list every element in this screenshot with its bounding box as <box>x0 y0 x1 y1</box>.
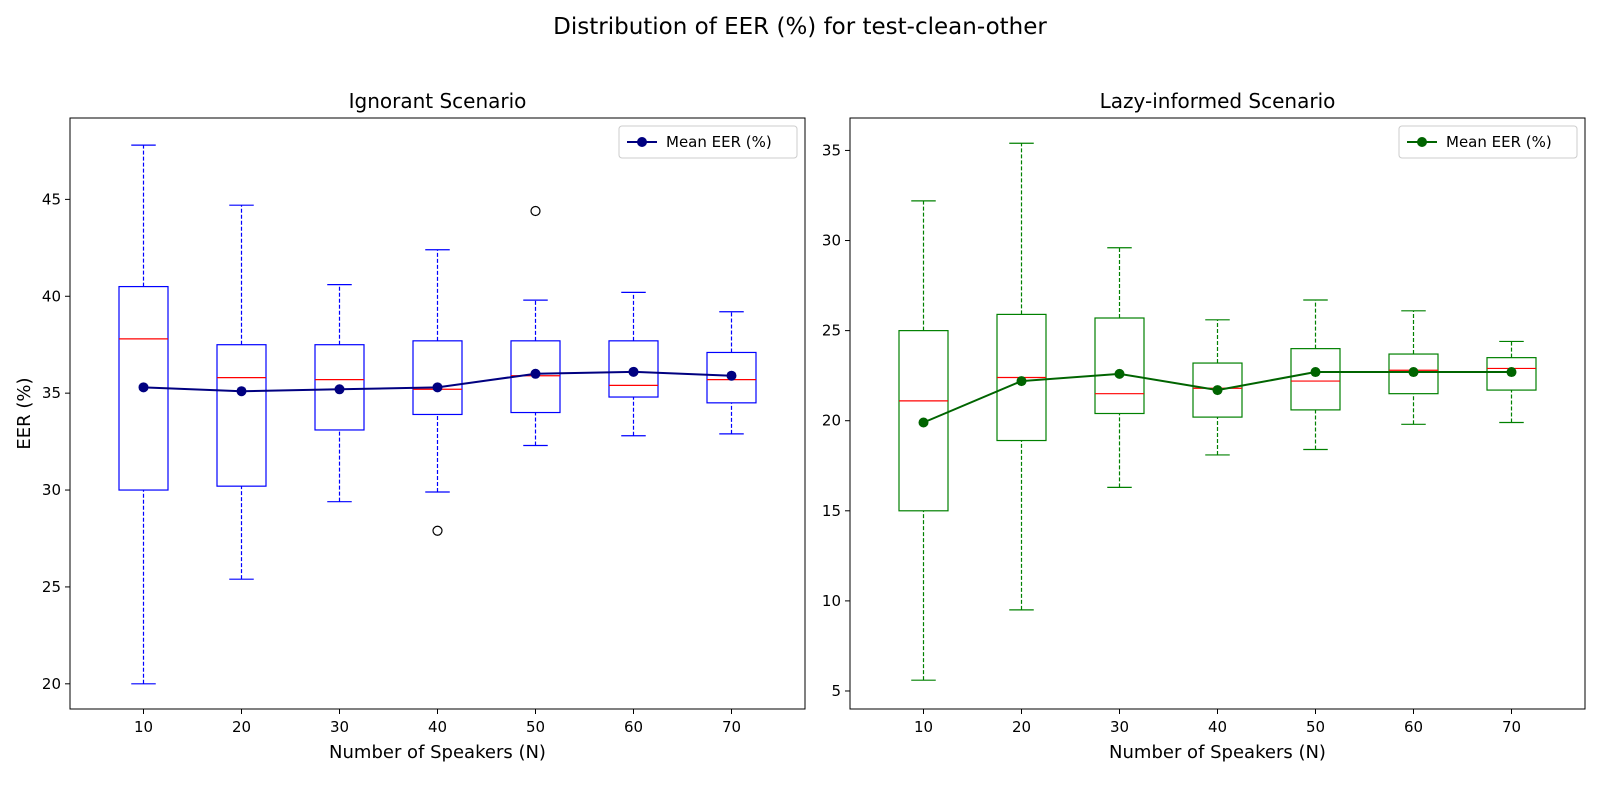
legend-marker-swatch <box>637 137 647 147</box>
chart-0-y-axis-label: EER (%) <box>14 377 35 449</box>
chart-1-mean-point-10 <box>918 417 929 428</box>
chart-1-title: Lazy-informed Scenario <box>1100 89 1336 113</box>
chart-1-plot-frame <box>849 117 1586 710</box>
iqr-box <box>608 340 659 398</box>
chart-0-x-tick-label: 60 <box>624 718 643 736</box>
chart-1-mean-point-20 <box>1016 376 1027 387</box>
chart-0-y-tick-label: 40 <box>42 287 61 305</box>
iqr-box <box>706 351 757 404</box>
chart-1-y-tick-label: 15 <box>822 502 841 520</box>
figure-title: Distribution of EER (%) for test-clean-o… <box>553 14 1047 40</box>
outlier-point <box>432 525 443 536</box>
iqr-box <box>412 340 463 416</box>
chart-1-x-tick-label: 20 <box>1012 718 1031 736</box>
chart-1-mean-point-60 <box>1408 367 1419 378</box>
iqr-box <box>1192 362 1243 418</box>
chart-0-y-tick-label: 30 <box>42 481 61 499</box>
chart-0-mean-point-60 <box>628 366 639 377</box>
chart-1-x-tick-label: 10 <box>914 718 933 736</box>
chart-0-title: Ignorant Scenario <box>349 89 527 113</box>
iqr-box <box>1094 317 1145 415</box>
chart-0-y-tick-label: 35 <box>42 384 61 402</box>
chart-1-x-tick-label: 40 <box>1208 718 1227 736</box>
chart-1-y-tick-label: 20 <box>822 412 841 430</box>
outlier-point <box>530 205 541 217</box>
chart-0-box-50 <box>510 205 561 447</box>
chart-0-mean-point-10 <box>138 382 149 393</box>
chart-0-mean-point-20 <box>236 386 247 397</box>
iqr-box <box>314 344 365 431</box>
chart-0-x-tick-label: 70 <box>722 718 741 736</box>
chart-1-mean-point-70 <box>1506 367 1517 378</box>
chart-1-y-tick-label: 35 <box>822 141 841 159</box>
legend-frame <box>618 125 798 159</box>
chart-0-y-tick-label: 20 <box>42 675 61 693</box>
chart-0-box-60 <box>608 291 659 437</box>
ignorant-scenario-panel: Ignorant Scenario 10 20 30 40 50 60 70 20 25 30 35 4… <box>14 89 806 763</box>
legend-frame <box>1398 125 1578 159</box>
chart-0-x-tick-label: 20 <box>232 718 251 736</box>
chart-0-y-tick-label: 25 <box>42 578 61 596</box>
chart-1-y-tick-label: 30 <box>822 232 841 250</box>
chart-0-x-tick-label: 40 <box>428 718 447 736</box>
chart-1-y-tick-label: 10 <box>822 592 841 610</box>
iqr-box <box>898 330 949 512</box>
chart-1-box-30 <box>1094 247 1145 488</box>
chart-0-box-20 <box>216 204 267 580</box>
legend-label: Mean EER (%) <box>666 133 772 151</box>
chart-0-box-30 <box>314 284 365 503</box>
chart-1-y-tick-label: 25 <box>822 322 841 340</box>
chart-0-box-10 <box>118 144 169 685</box>
chart-0-x-tick-label: 10 <box>134 718 153 736</box>
chart-0-mean-point-40 <box>432 382 443 393</box>
chart-1-box-50 <box>1290 299 1341 451</box>
chart-1-y-tick-label: 5 <box>831 682 841 700</box>
legend-marker-swatch <box>1417 137 1427 147</box>
chart-0-x-axis-label: Number of Speakers (N) <box>329 742 546 763</box>
chart-0-mean-point-30 <box>334 384 345 395</box>
chart-1-box-70 <box>1486 340 1537 424</box>
chart-1-x-tick-label: 50 <box>1306 718 1325 736</box>
chart-0-mean-point-70 <box>726 370 737 381</box>
chart-1-box-20 <box>996 142 1047 611</box>
lazy-informed-scenario-panel: Lazy-informed Scenario 10 20 30 40 50 60 70 5 10 1… <box>822 89 1586 763</box>
chart-0-x-tick-label: 30 <box>330 718 349 736</box>
iqr-box <box>1388 353 1439 395</box>
chart-0-mean-point-50 <box>530 368 541 379</box>
chart-1-x-tick-label: 70 <box>1502 718 1521 736</box>
iqr-box <box>1486 357 1537 391</box>
chart-0-box-40 <box>412 249 463 536</box>
chart-1-box-10 <box>898 200 949 681</box>
chart-1-x-tick-label: 60 <box>1404 718 1423 736</box>
chart-1-mean-line <box>923 371 1512 424</box>
chart-0-plot-frame <box>69 117 806 710</box>
chart-1-mean-point-40 <box>1212 385 1223 396</box>
chart-1-x-axis-label: Number of Speakers (N) <box>1109 742 1326 763</box>
chart-1-mean-point-50 <box>1310 367 1321 378</box>
chart-1-mean-point-30 <box>1114 368 1125 379</box>
chart-1-legend: Mean EER (%) <box>1398 125 1578 159</box>
chart-1-x-tick-label: 30 <box>1110 718 1129 736</box>
iqr-box <box>216 344 267 487</box>
legend-label: Mean EER (%) <box>1446 133 1552 151</box>
chart-0-legend: Mean EER (%) <box>618 125 798 159</box>
iqr-box <box>1290 348 1341 411</box>
chart-0-x-tick-label: 50 <box>526 718 545 736</box>
chart-0-y-tick-label: 45 <box>42 190 61 208</box>
